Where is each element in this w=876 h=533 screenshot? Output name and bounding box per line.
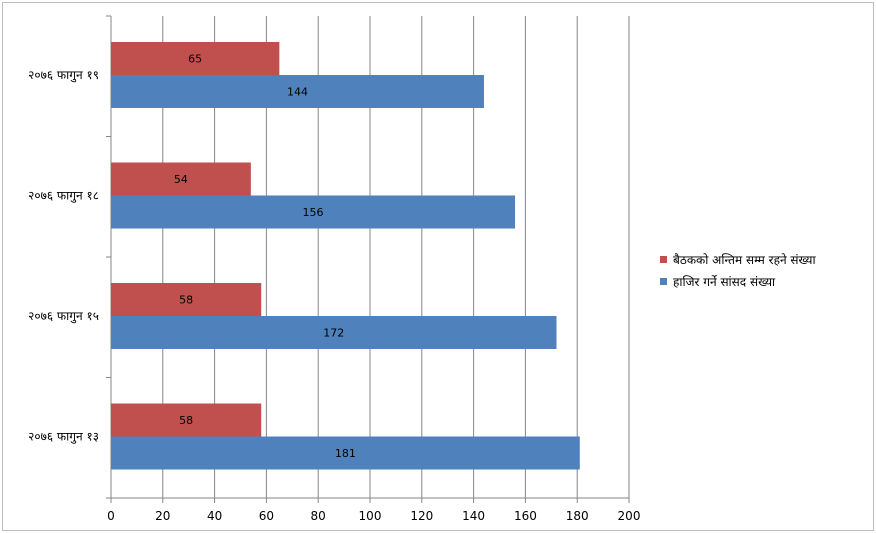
x-tick-label: 120 (410, 509, 433, 523)
bar-blue (111, 195, 516, 229)
x-tick-label: 160 (514, 509, 537, 523)
data-label: 172 (323, 327, 344, 340)
x-tick-label: 100 (359, 509, 382, 523)
data-label: 65 (188, 53, 202, 66)
legend-label-blue: हाजिर गर्ने सांसद संख्या (673, 274, 776, 289)
data-label: 54 (174, 173, 188, 186)
x-tick-label: 140 (462, 509, 485, 523)
x-tick-label: 80 (311, 509, 326, 523)
x-tick-label: 20 (155, 509, 170, 523)
data-label: 58 (179, 414, 193, 427)
y-category-label: २०७६ फागुन १९ (28, 68, 99, 83)
data-label: 156 (303, 206, 324, 219)
data-label: 144 (287, 86, 308, 99)
legend-item-blue: हाजिर गर्ने सांसद संख्या (660, 270, 816, 292)
data-label: 181 (335, 447, 356, 460)
y-category-label: २०७६ फागुन १८ (28, 189, 99, 204)
legend-swatch-red (660, 255, 667, 263)
legend-label-red: बैठकको अन्तिम सम्म रहने संख्या (673, 252, 816, 267)
y-category-label: २०७६ फागुन १३ (28, 430, 99, 445)
x-tick-label: 200 (618, 509, 641, 523)
legend-item-red: बैठकको अन्तिम सम्म रहने संख्या (660, 248, 816, 270)
legend: बैठकको अन्तिम सम्म रहने संख्या हाजिर गर्… (660, 248, 816, 292)
x-tick-label: 60 (259, 509, 274, 523)
x-tick-label: 0 (107, 509, 115, 523)
bar-blue (111, 316, 557, 349)
bar-red (111, 403, 262, 437)
bar-blue (111, 75, 484, 108)
x-tick-label: 180 (566, 509, 589, 523)
data-label: 58 (179, 294, 193, 307)
bar-red (111, 283, 262, 316)
x-tick-label: 40 (207, 509, 222, 523)
legend-swatch-blue (660, 277, 667, 285)
bar-blue (111, 436, 580, 470)
bar-red (111, 162, 251, 196)
y-category-label: २०७६ फागुन १५ (28, 309, 99, 324)
bar-red (111, 42, 280, 75)
